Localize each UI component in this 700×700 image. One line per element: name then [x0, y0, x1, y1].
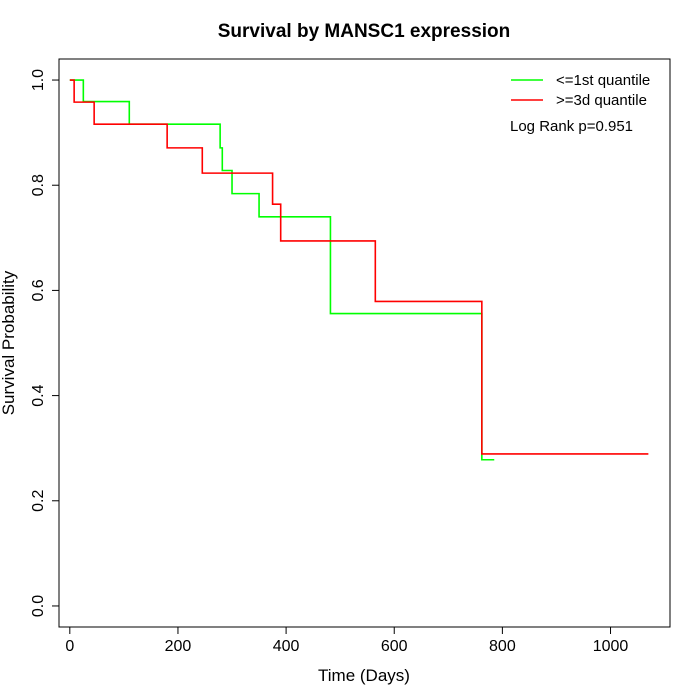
y-axis: 0.0 0.2 0.4 0.6 0.8 1.0 [30, 69, 60, 617]
series-line-1 [69, 79, 495, 461]
x-tick-label: 800 [489, 638, 516, 655]
x-tick-label: 0 [65, 638, 74, 655]
x-axis: 0 200 400 600 800 1000 [65, 626, 629, 655]
x-axis-label: Time (Days) [318, 666, 410, 685]
x-tick-label: 200 [165, 638, 192, 655]
x-tick-label: 1000 [593, 638, 629, 655]
x-tick-label: 600 [381, 638, 408, 655]
legend-label: <=1st quantile [556, 72, 650, 89]
y-tick-label: 0.6 [30, 279, 47, 301]
x-tick-label: 400 [273, 638, 300, 655]
y-tick-label: 1.0 [30, 69, 47, 91]
legend: <=1st quantile >=3d quantile [511, 72, 650, 109]
chart-title: Survival by MANSC1 expression [218, 21, 511, 42]
series-line-2 [69, 79, 649, 455]
log-rank-annotation: Log Rank p=0.951 [510, 118, 633, 135]
series-layer [69, 79, 649, 461]
y-tick-label: 0.8 [30, 174, 47, 196]
y-tick-label: 0.4 [30, 384, 47, 406]
legend-label: >=3d quantile [556, 92, 647, 109]
y-tick-label: 0.2 [30, 490, 47, 512]
y-axis-label: Survival Probability [0, 270, 18, 415]
y-tick-label: 0.0 [30, 595, 47, 617]
